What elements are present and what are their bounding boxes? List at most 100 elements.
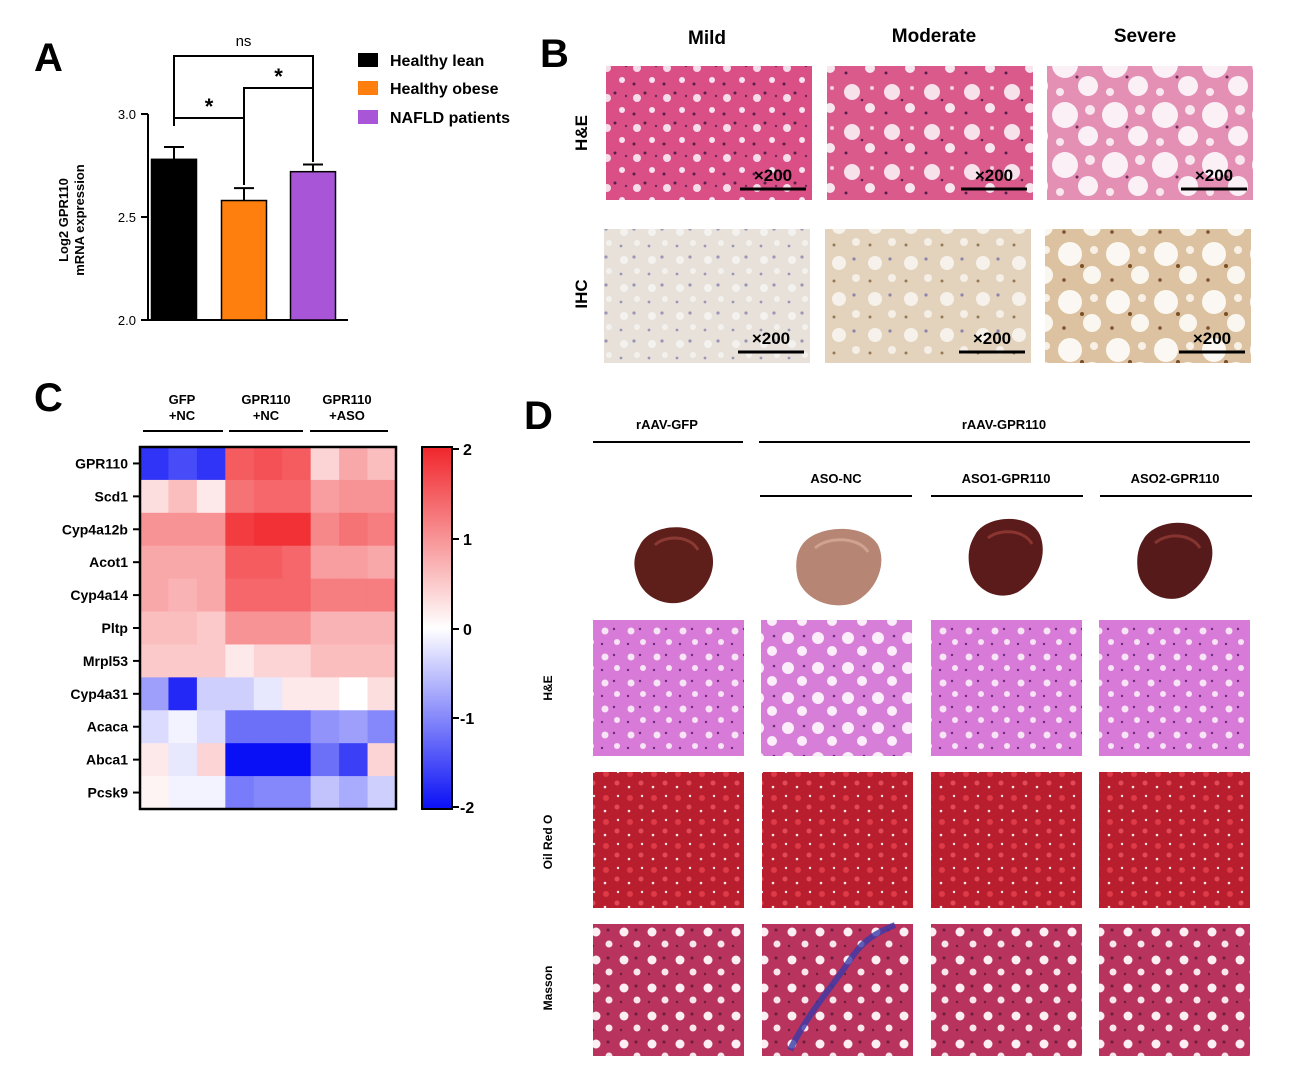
c-cell [310,710,340,744]
d-header-gpr110: rAAV-GPR110 [962,417,1046,432]
a-ylabel-line2: mRNA expression [72,164,87,276]
c-cell [367,545,397,580]
c-cell [339,545,369,580]
c-cell [140,545,169,580]
c-cell [339,512,369,547]
c-scale-tick-1: 1 [463,532,472,549]
c-cell [367,710,397,744]
d-header-gfp: rAAV-GFP [636,417,698,432]
b-image-ihc-mild [604,229,810,363]
c-cell [196,776,226,810]
c-cell [253,776,283,810]
c-cell [367,512,397,547]
c-cell [225,710,255,744]
c-cell [196,710,226,744]
c-cell [196,578,226,613]
c-cell [282,512,312,547]
b-mag-ihc-moderate: ×200 [973,329,1011,348]
c-cell [339,611,369,645]
panel-b-histology: Mild Moderate Severe H&E IHC ×200 ×200 ×… [572,26,1253,363]
legend-swatch-nafld [358,110,378,124]
c-cell [140,743,169,777]
c-cell [367,611,397,645]
c-gene-label: Acot1 [89,554,128,570]
c-cell [367,776,397,810]
b-mag-he-moderate: ×200 [975,166,1013,185]
c-cell [367,447,397,481]
c-color-scale [421,446,453,810]
c-cell [253,710,283,744]
a-ytick-2-5: 2.5 [118,210,136,225]
a-sig-label-2: * [274,64,283,89]
a-sig-label-0: ns [236,33,252,50]
c-cell [140,776,169,810]
c-gene-label: Acaca [87,719,128,735]
c-scale-tick-neg2: -2 [460,800,474,817]
c-cell [339,743,369,777]
a-sig-label-1: * [205,94,214,119]
d-image-he-aso2 [1099,620,1250,756]
b-mag-he-severe: ×200 [1195,166,1233,185]
c-cell [168,578,198,613]
d-masson-fibrosis-streak [787,922,897,1052]
b-col-mild: Mild [688,28,726,49]
c-cell [168,479,198,514]
c-cell [282,644,312,678]
c-cell [367,644,397,678]
c-cell [282,479,312,514]
c-group3-line1: GPR110 [322,392,371,407]
d-sub-aso2: ASO2-GPR110 [1131,471,1220,486]
c-cell [225,776,255,810]
c-gene-label: Cyp4a12b [62,521,128,537]
c-cell [253,743,283,777]
c-cell [310,677,340,711]
c-cell [140,512,169,547]
c-cell [282,677,312,711]
c-cell [168,512,198,547]
c-cell [168,644,198,678]
d-row-oil-red-o: Oil Red O [541,815,555,870]
c-cell [196,479,226,514]
d-image-masson-aso2 [1099,924,1250,1056]
a-legend: Healthy lean Healthy obese NAFLD patient… [358,53,510,127]
c-cell [253,479,283,514]
panel-c-heatmap: GFP +NC GPR110 +NC GPR110 +ASO GPR110 Scd… [62,392,474,817]
c-cell [367,743,397,777]
c-cell [253,512,283,547]
d-row-masson: Masson [541,966,555,1011]
d-image-masson-aso1 [931,924,1082,1056]
a-ylabel-line1: Log2 GPR110 [56,178,71,262]
legend-label-nafld: NAFLD patients [390,110,510,127]
b-mag-ihc-mild: ×200 [752,329,790,348]
d-image-he-aso-nc [761,620,912,756]
d-sub-aso1: ASO1-GPR110 [962,471,1051,486]
c-gene-label: Pltp [102,620,128,636]
legend-swatch-healthy-obese [358,81,378,95]
c-cell [140,644,169,678]
c-cell [339,776,369,810]
c-cell [339,447,369,481]
c-cell [168,710,198,744]
c-gene-label: GPR110 [75,455,128,471]
c-cell [339,677,369,711]
c-cell [168,743,198,777]
legend-label-healthy-lean: Healthy lean [390,53,484,70]
c-gene-label: Pcsk9 [88,785,129,801]
a-sig-bracket-2 [243,87,314,185]
c-gene-label: Cyp4a31 [70,686,128,702]
b-mag-he-mild: ×200 [754,166,792,185]
c-gene-label: Scd1 [95,488,129,504]
b-row-he: H&E [572,115,591,151]
b-image-he-moderate [827,66,1033,200]
c-cell [168,545,198,580]
legend-label-healthy-obese: Healthy obese [390,81,499,98]
c-cell [140,677,169,711]
c-cell [196,611,226,645]
c-scale-tick-2: 2 [463,442,472,459]
b-mag-ihc-severe: ×200 [1193,329,1231,348]
c-cell [168,677,198,711]
d-liver-gfp [634,527,714,604]
c-cell [225,644,255,678]
d-image-oil-aso1 [931,772,1082,908]
c-cell [310,447,340,481]
